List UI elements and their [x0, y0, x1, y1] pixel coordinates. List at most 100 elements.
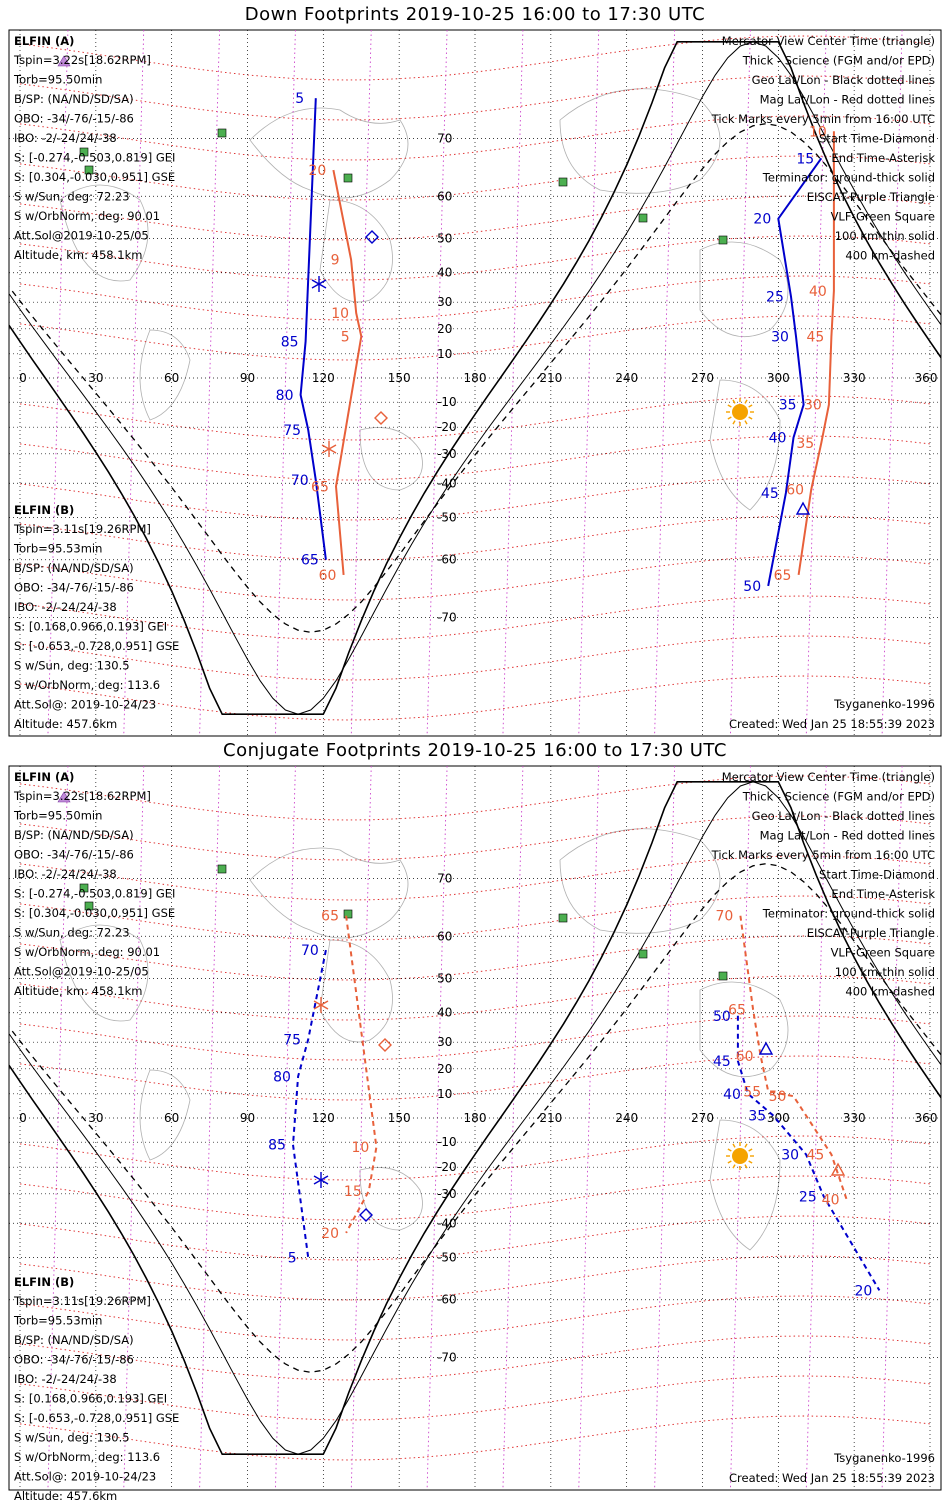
mag-lat-line: [19, 515, 931, 561]
land-outline: [709, 379, 781, 511]
mag-lat-line: [19, 815, 931, 861]
lat-tick-label: -50: [437, 1250, 457, 1264]
elfin-a-param: S w/OrbNorm, deg: 90.01: [14, 945, 160, 959]
track-time-label: 65: [728, 1003, 746, 1019]
terminator-400km: [9, 863, 941, 1373]
lat-tick-label: 70: [437, 872, 452, 886]
land-outline: [139, 329, 191, 421]
mag-lat-line: [19, 1335, 931, 1381]
track-time-label: 60: [786, 483, 804, 499]
lon-tick-label: 30: [88, 371, 103, 385]
track-time-label: 45: [807, 1148, 825, 1164]
elfin-a-param: IBO: -2/-24/24/-38: [14, 867, 117, 881]
elfin-b-param: Torb=95.53min: [13, 1314, 102, 1328]
lat-tick-label: 70: [437, 132, 452, 146]
elfin-b-param: IBO: -2/-24/24/-38: [14, 600, 117, 614]
terminator-100km: [9, 41, 941, 715]
lon-tick-label: 0: [19, 371, 27, 385]
lon-tick-label: 90: [240, 371, 255, 385]
panel-title-down: Down Footprints 2019-10-25 16:00 to 17:3…: [244, 4, 706, 25]
vlf-square-marker: [638, 213, 648, 223]
track-time-label: 75: [283, 1032, 301, 1048]
end-time-asterisk: [313, 997, 329, 1013]
lon-tick-label: 270: [691, 371, 714, 385]
land-outline: [59, 184, 149, 282]
lat-tick-label: 60: [437, 929, 452, 943]
legend-line: Geo Lat/Lon - Black dotted lines: [752, 809, 935, 823]
track-time-label: 80: [276, 388, 294, 404]
mag-lat-line: [19, 975, 931, 1021]
track-time-label: 5: [288, 1250, 297, 1266]
elfin-b-param: S: [-0.653,-0.728,0.951] GSE: [14, 639, 179, 653]
track-time-label: 80: [273, 1069, 291, 1085]
track-time-label: 10: [352, 1140, 370, 1156]
elfin-a-header: ELFIN (A): [14, 34, 74, 48]
lat-tick-label: 30: [437, 295, 452, 309]
lon-tick-label: 330: [843, 371, 866, 385]
track-time-label: 70: [716, 909, 734, 925]
elfin-a-param: S: [-0.274,-0.503,0.819] GEI: [14, 887, 175, 901]
elfin-b-param: S: [-0.653,-0.728,0.951] GSE: [14, 1411, 179, 1425]
mag-lat-line: [19, 555, 931, 601]
land-outline: [59, 924, 149, 1022]
elfin-a-param: IBO: -2/-24/24/-38: [14, 131, 117, 145]
terminator-ground: [9, 41, 941, 715]
track-time-label: 35: [779, 398, 797, 414]
elfin-b-param: Att.Sol@: 2019-10-24/23: [14, 698, 156, 712]
mag-lon-line: [274, 30, 296, 736]
mag-lon-line: [350, 766, 372, 1490]
lat-tick-label: -70: [437, 610, 457, 624]
track-time-label: 65: [321, 909, 339, 925]
elfin-a-param: OBO: -34/-76/-15/-86: [14, 848, 134, 862]
mag-lat-line: [19, 155, 931, 201]
track-time-label: 50: [743, 579, 761, 595]
model-label: Tsyganenko-1996: [833, 697, 935, 711]
legend-line: 400 km-dashed: [845, 249, 935, 263]
lat-tick-label: -60: [437, 553, 457, 567]
mag-lat-line: [19, 675, 931, 721]
track-time-label: 85: [281, 334, 299, 350]
land-outline: [249, 847, 409, 939]
track-time-label: 45: [713, 1054, 731, 1070]
mag-lat-line: [19, 275, 931, 321]
mag-lon-line: [654, 766, 676, 1490]
created-timestamp: Created: Wed Jan 25 18:55:39 2023: [729, 1471, 935, 1485]
mag-lon-line: [350, 30, 372, 736]
down-footprints-panel: 0 30 60 90 120 150 180 210 240 270 300 330 360 70 60 50…: [8, 29, 942, 737]
lat-tick-label: -30: [437, 1187, 457, 1201]
legend-line: Mag Lat/Lon - Red dotted lines: [760, 829, 935, 843]
legend-line: VLF-Green Square: [831, 210, 935, 224]
track-time-label: 70: [291, 473, 309, 489]
track-time-label: 25: [766, 290, 784, 306]
lon-tick-label: 90: [240, 1111, 255, 1125]
mag-lon-line: [274, 766, 296, 1490]
lon-tick-label: 120: [312, 1111, 335, 1125]
lon-tick-label: 240: [615, 1111, 638, 1125]
elfin-b-param: Altitude: 457.6km: [14, 1489, 117, 1500]
eiscat-triangle-marker: [57, 55, 71, 67]
mag-lon-line: [654, 30, 676, 736]
vlf-square-marker: [84, 901, 94, 911]
legend-line: EISCAT-Purple Triangle: [807, 190, 935, 204]
mag-lon-line: [805, 766, 827, 1490]
mag-lat-line: [19, 1415, 931, 1461]
start-time-diamond: [359, 1208, 373, 1222]
legend-line: 400 km-dashed: [845, 985, 935, 999]
land-outline: [699, 981, 789, 1077]
lon-tick-label: 30: [88, 1111, 103, 1125]
footprint-track-conj-a: [736, 1015, 881, 1291]
vlf-square-marker: [84, 165, 94, 175]
track-time-label: 30: [781, 1148, 799, 1164]
elfin-b-param: S: [0.168,0.966,0.193] GEI: [14, 1392, 167, 1406]
footprint-track-down-a: [299, 98, 327, 560]
elfin-b-param: Torb=95.53min: [13, 542, 102, 556]
start-time-diamond: [378, 1038, 392, 1052]
mag-lon-line: [729, 766, 751, 1490]
track-time-label: 60: [736, 1049, 754, 1065]
lon-tick-label: 150: [388, 1111, 411, 1125]
lat-tick-label: -10: [437, 1135, 457, 1149]
track-time-label: 65: [774, 568, 792, 584]
lon-tick-label: 240: [615, 371, 638, 385]
legend-line: Terminator: ground-thick solid: [762, 171, 935, 185]
lat-tick-label: -20: [437, 420, 457, 434]
